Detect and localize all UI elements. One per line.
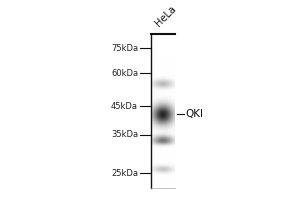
Text: 45kDa: 45kDa (111, 102, 138, 111)
Text: 75kDa: 75kDa (111, 44, 138, 53)
Text: HeLa: HeLa (153, 4, 178, 28)
Text: 60kDa: 60kDa (111, 69, 138, 78)
Text: 25kDa: 25kDa (111, 169, 138, 178)
Text: 35kDa: 35kDa (111, 130, 138, 139)
Text: QKI: QKI (186, 109, 204, 119)
Bar (152, 34, 175, 188)
